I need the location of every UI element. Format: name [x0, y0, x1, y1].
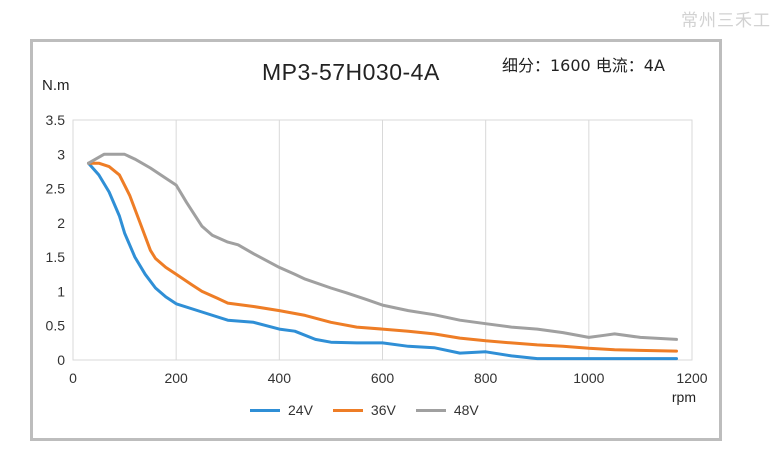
y-tick-label: 2	[57, 215, 65, 231]
x-tick-label: 200	[164, 370, 188, 386]
legend-swatch	[415, 408, 446, 412]
series-line-36v	[87, 161, 678, 353]
y-tick-label: 3	[57, 146, 65, 162]
legend-item: 24V	[250, 402, 313, 418]
y-axis-label: N.m	[42, 77, 70, 94]
x-tick-label: 1000	[573, 370, 604, 386]
chart-subtitle: 细分：1600 电流：4A	[502, 56, 665, 75]
y-tick-label: 1.5	[46, 249, 66, 265]
series-line-48v	[87, 152, 678, 341]
x-axis-label: rpm	[672, 389, 696, 405]
y-tick-label: 2.5	[46, 181, 66, 197]
legend-swatch	[332, 408, 363, 412]
x-tick-label: 600	[371, 370, 395, 386]
x-tick-label: 1200	[676, 370, 707, 386]
legend-label: 48V	[453, 402, 479, 418]
legend-item: 36V	[332, 402, 396, 418]
x-tick-label: 400	[268, 370, 292, 386]
series-line-24v	[87, 161, 678, 361]
legend-item: 48V	[415, 402, 479, 418]
legend-swatch	[250, 408, 280, 412]
y-tick-label: 3.5	[46, 112, 66, 128]
chart-title: MP3-57H030-4A	[262, 59, 440, 85]
x-tick-label: 800	[474, 370, 498, 386]
watermark-text: 常州三禾工	[681, 11, 771, 31]
legend: 24V 36V 48V	[250, 402, 479, 418]
legend-label: 24V	[288, 402, 313, 418]
y-tick-label: 0.5	[46, 318, 66, 334]
legend-label: 36V	[370, 402, 396, 418]
y-tick-label: 0	[57, 352, 65, 368]
y-tick-label: 1	[57, 283, 65, 299]
x-tick-label: 0	[69, 370, 77, 386]
